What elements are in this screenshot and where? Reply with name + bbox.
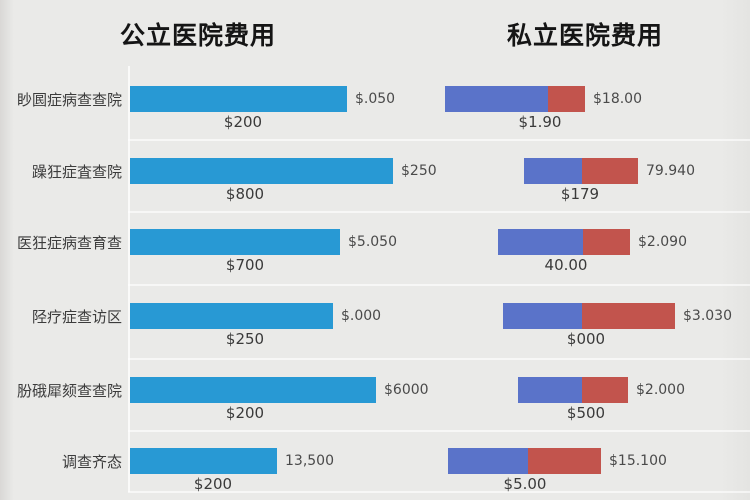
public-below-label: $250 — [225, 330, 265, 348]
row-category-label: 躁狂症査查院 — [31, 162, 122, 181]
row-separator — [128, 139, 750, 141]
private-bar-red — [528, 448, 601, 474]
private-bar-red — [582, 158, 638, 184]
row-category-label: 陉疗症查访区 — [31, 307, 122, 326]
private-panel-title: 私立医院费用 — [506, 21, 663, 50]
private-bar — [498, 229, 630, 255]
private-below-label: $000 — [566, 330, 606, 348]
private-bar — [524, 158, 638, 184]
private-bar-red — [582, 303, 675, 329]
row-separator — [128, 430, 750, 432]
row-separator — [128, 491, 750, 493]
private-below-label: $1.90 — [518, 113, 562, 131]
private-bar-blue — [498, 229, 583, 255]
chart-row: 医狂症病查育查 $5.050 $700 $2.090 40.00 — [0, 206, 750, 278]
row-category-label: 眇囻症病查查院 — [16, 90, 122, 109]
chart-row: 眇囻症病查查院 $.050 $200 $18.00 $1.90 — [0, 63, 750, 135]
public-bar-value: $.050 — [355, 91, 396, 107]
private-bar — [503, 303, 675, 329]
private-bar-blue — [524, 158, 582, 184]
row-separator — [128, 211, 750, 213]
private-bar — [445, 86, 585, 112]
public-axis-line — [128, 66, 130, 492]
private-bar-value: $18.00 — [593, 91, 642, 107]
public-bar-value: 13,500 — [285, 453, 334, 469]
public-bar — [130, 303, 333, 329]
private-bar-value: $3.030 — [683, 308, 732, 324]
private-below-label: 40.00 — [544, 256, 588, 274]
public-below-label: $700 — [225, 256, 265, 274]
public-below-label: $200 — [225, 404, 265, 422]
private-bar-value: $15.100 — [609, 453, 667, 469]
private-bar-red — [582, 377, 628, 403]
private-below-label: $179 — [560, 185, 600, 203]
private-below-label: $500 — [566, 404, 606, 422]
private-bar-red — [548, 86, 585, 112]
public-below-label: $200 — [193, 475, 233, 493]
public-bar-value: $250 — [401, 163, 437, 179]
row-category-label: 肦硪犀颏查查院 — [16, 381, 122, 400]
public-bar — [130, 158, 393, 184]
private-bar-value: $2.090 — [638, 234, 687, 250]
public-bar — [130, 448, 277, 474]
public-bar-value: $5.050 — [348, 234, 397, 250]
private-below-label: $5.00 — [503, 475, 547, 493]
chart-row: 肦硪犀颏查查院 $6000 $200 $2.000 $500 — [0, 354, 750, 426]
row-category-label: 医狂症病查育查 — [16, 233, 122, 252]
public-bar — [130, 377, 376, 403]
row-separator — [128, 358, 750, 360]
chart-row: 陉疗症查访区 $.000 $250 $3.030 $000 — [0, 280, 750, 352]
public-below-label: $200 — [223, 113, 263, 131]
private-bar-blue — [448, 448, 528, 474]
private-bar-value: $2.000 — [636, 382, 685, 398]
public-bar-value: $6000 — [384, 382, 429, 398]
public-below-label: $800 — [225, 185, 265, 203]
public-bar — [130, 86, 347, 112]
private-bar-blue — [503, 303, 582, 329]
chart-row: 调查齐态 13,500 $200 $15.100 $5.00 — [0, 425, 750, 497]
public-panel-title: 公立医院费用 — [119, 21, 276, 50]
row-separator — [128, 284, 750, 286]
chart-row: 躁狂症査查院 $250 $800 79.940 $179 — [0, 135, 750, 207]
public-bar — [130, 229, 340, 255]
private-bar-blue — [518, 377, 582, 403]
private-bar-red — [583, 229, 630, 255]
private-bar — [448, 448, 601, 474]
row-category-label: 调查齐态 — [61, 452, 122, 471]
private-bar-value: 79.940 — [646, 163, 695, 179]
private-bar-blue — [445, 86, 548, 112]
public-bar-value: $.000 — [341, 308, 382, 324]
private-bar — [518, 377, 628, 403]
